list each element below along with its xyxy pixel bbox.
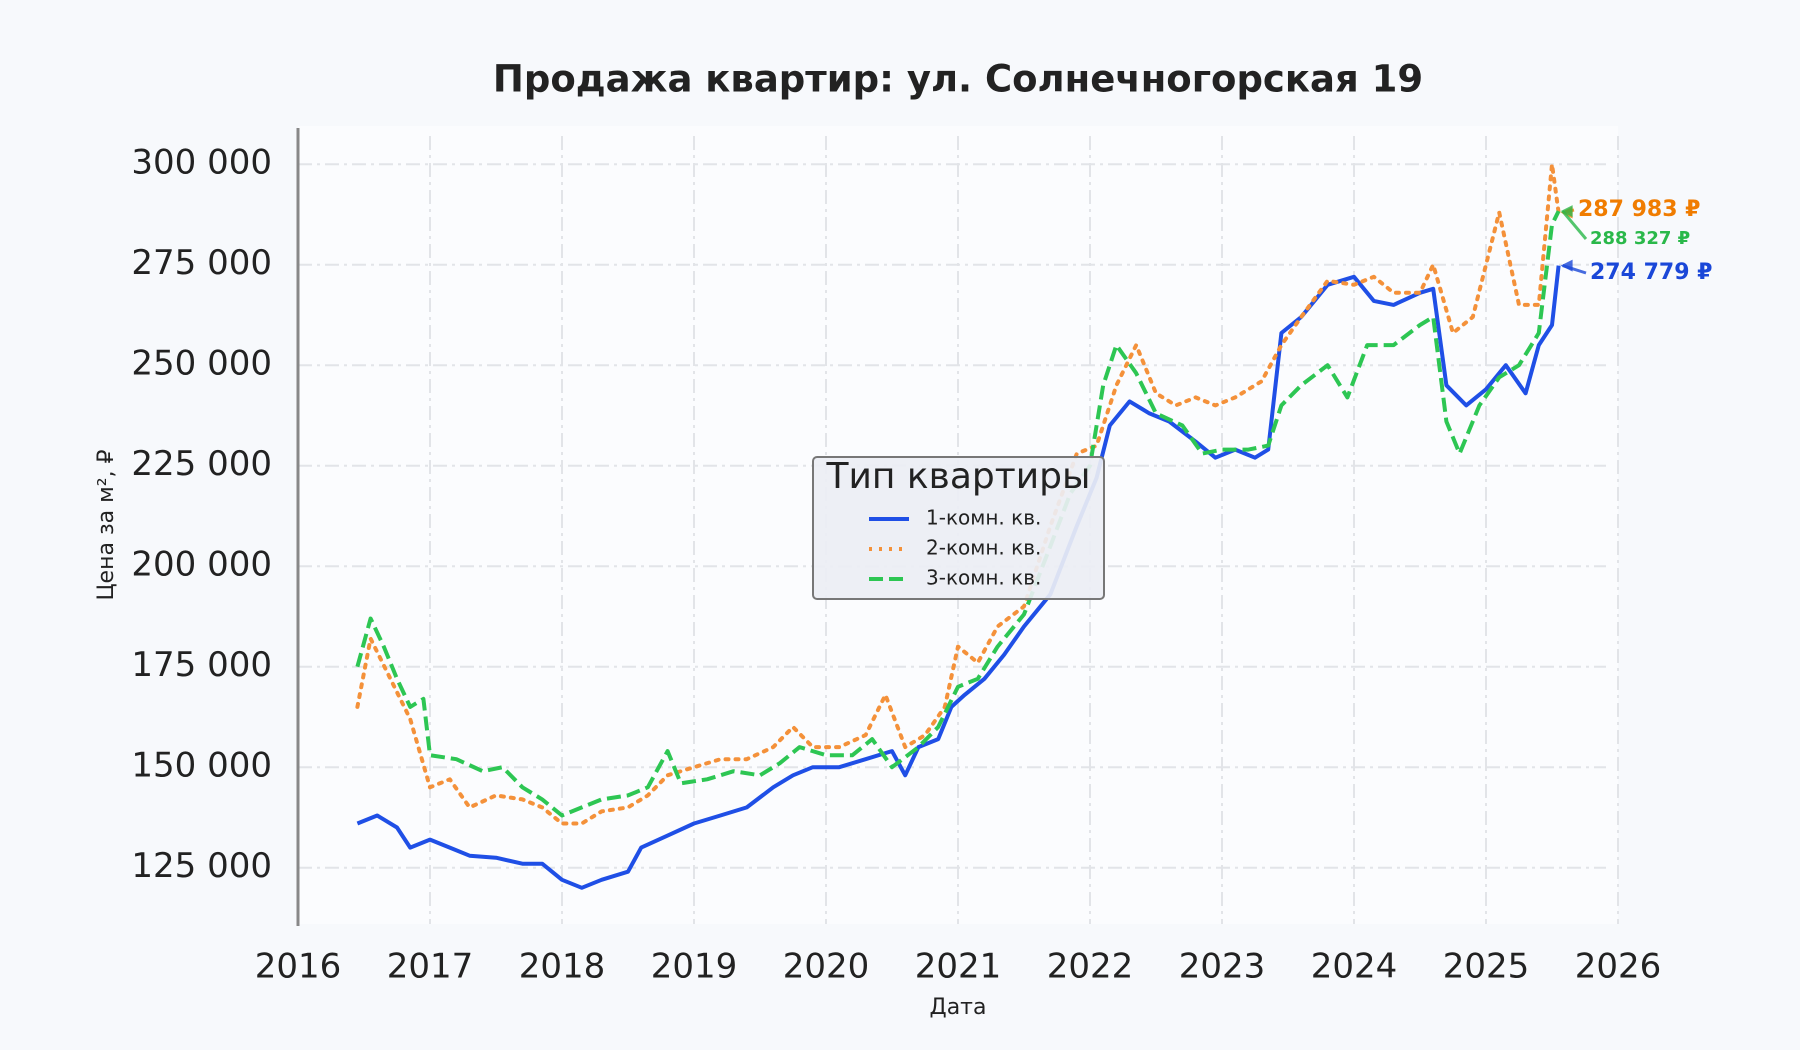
legend-label: 1-комн. кв. <box>926 506 1041 530</box>
x-tick-label: 2016 <box>255 947 342 987</box>
x-tick-label: 2024 <box>1311 947 1398 987</box>
arrow-head <box>1560 259 1573 272</box>
x-tick-label: 2017 <box>387 947 474 987</box>
lines <box>355 162 1561 890</box>
series-line <box>355 162 1561 826</box>
x-tick-label: 2026 <box>1575 947 1662 987</box>
legend-label: 2-комн. кв. <box>926 536 1041 560</box>
x-tick-label: 2021 <box>915 947 1002 987</box>
annotations: 287 983 ₽ 288 327 ₽ 274 779 ₽ <box>1560 197 1712 285</box>
y-tick-label: 200 000 <box>131 545 272 585</box>
y-tick-label: 250 000 <box>131 344 272 384</box>
x-tick-label: 2019 <box>651 947 738 987</box>
x-tick-label: 2020 <box>783 947 870 987</box>
annotation-label: 287 983 ₽ <box>1578 197 1700 222</box>
y-tick-label: 225 000 <box>131 444 272 484</box>
series-line <box>355 210 1561 818</box>
x-tick-label: 2022 <box>1047 947 1134 987</box>
legend-box <box>812 456 1105 600</box>
series-line <box>356 265 1561 890</box>
legend: Тип квартиры 1-комн. кв. 2-комн. кв. 3-комн… <box>812 456 1105 600</box>
x-tick-label: 2025 <box>1443 947 1530 987</box>
y-tick-label: 300 000 <box>131 143 272 183</box>
y-tick-label: 125 000 <box>131 846 272 886</box>
y-axis-label: Цена за м², ₽ <box>94 449 119 600</box>
y-tick-label: 150 000 <box>131 746 272 786</box>
annotation-label: 288 327 ₽ <box>1590 228 1690 249</box>
x-tick-label: 2023 <box>1179 947 1266 987</box>
x-axis-label: Дата <box>930 995 987 1020</box>
annotation-label: 274 779 ₽ <box>1590 260 1712 285</box>
chart-title: Продажа квартир: ул. Солнечногорская 19 <box>493 58 1423 101</box>
legend-title: Тип квартиры <box>826 456 1091 497</box>
annotation-arrow <box>1561 210 1588 240</box>
y-tick-label: 275 000 <box>131 243 272 283</box>
arrow-head <box>1560 205 1573 218</box>
grid <box>297 136 1619 924</box>
legend-label: 3-комн. кв. <box>926 566 1041 590</box>
x-tick-label: 2018 <box>519 947 606 987</box>
y-tick-label: 175 000 <box>131 645 272 685</box>
